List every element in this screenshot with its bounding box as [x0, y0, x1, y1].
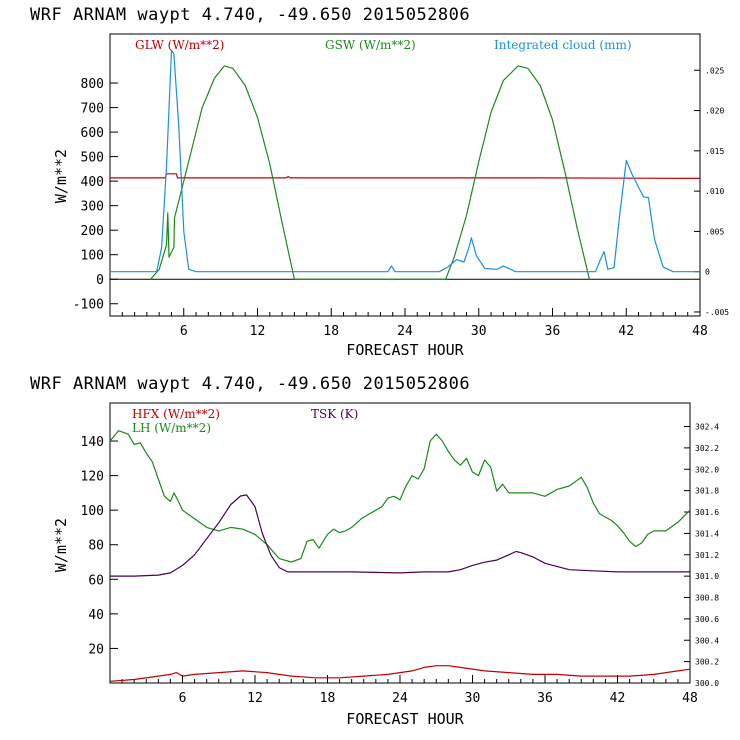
top-y-tick-label: 300 — [81, 200, 104, 215]
legend-integrated-cloud: Integrated cloud (mm) — [494, 38, 632, 52]
top-right-tick-label: .005 — [705, 227, 724, 236]
bottom-x-tick-label: 18 — [320, 691, 336, 706]
top-x-tick-label: 30 — [471, 324, 487, 339]
top-x-tick-label: 24 — [397, 324, 413, 339]
bottom-series-group — [109, 430, 691, 682]
top-y-tick-label: 400 — [81, 175, 104, 190]
top-right-tick-label: .015 — [705, 147, 724, 156]
bottom-right-tick-label: 301.6 — [695, 508, 719, 517]
top-chart-title: WRF ARNAM waypt 4.740, -49.650 201505280… — [30, 5, 470, 25]
bottom-x-tick-label: 24 — [392, 691, 408, 706]
bottom-right-tick-label: 301.0 — [695, 572, 719, 581]
bottom-right-tick-label: 300.2 — [695, 658, 719, 667]
bottom-right-tick-label: 302.0 — [695, 465, 719, 474]
bottom-y-axis-label: W/m**2 — [52, 518, 70, 572]
top-x-tick-label: 12 — [250, 324, 266, 339]
bottom-x-tick-label: 48 — [682, 691, 698, 706]
bottom-x-axis-label: FORECAST HOUR — [346, 710, 464, 728]
bottom-right-tick-label: 302.2 — [695, 444, 719, 453]
top-right-tick-label: .010 — [705, 187, 724, 196]
top-y-tick-label: 600 — [81, 126, 104, 141]
bottom-series-hfx-line — [109, 665, 691, 682]
top-right-tick-label: .025 — [705, 66, 724, 75]
bottom-x-tick-label: 30 — [465, 691, 481, 706]
legend-tsk: TSK (K) — [311, 407, 358, 421]
legend-glw: GLW (W/m**2) — [135, 38, 224, 52]
bottom-y-tick-label: 100 — [81, 504, 104, 519]
top-x-axis: 6 12 18 24 30 36 42 48 — [121, 308, 708, 339]
bottom-y-tick-label: 20 — [88, 642, 104, 657]
top-x-tick-label: 6 — [180, 324, 188, 339]
top-series-gsw-line — [150, 65, 590, 280]
bottom-right-tick-label: 301.4 — [695, 529, 719, 538]
bottom-chart-title: WRF ARNAM waypt 4.740, -49.650 201505280… — [30, 374, 470, 394]
top-series-integrated-line — [110, 49, 700, 273]
top-x-tick-label: 48 — [692, 324, 708, 339]
top-chart: WRF ARNAM waypt 4.740, -49.650 201505280… — [30, 5, 729, 359]
top-y-tick-label: -100 — [73, 298, 104, 313]
bottom-right-tick-label: 300.8 — [695, 594, 719, 603]
top-x-tick-label: 18 — [323, 324, 339, 339]
bottom-right-axis: 302.4 302.2 302.0 301.8 301.6 301.4 301.2 301.0… — [684, 423, 719, 688]
top-y-tick-label: 100 — [81, 249, 104, 264]
bottom-right-tick-label: 300.6 — [695, 615, 719, 624]
top-right-tick-label: .020 — [705, 107, 724, 116]
legend-lh: LH (W/m**2) — [132, 421, 211, 435]
top-y-tick-label: 200 — [81, 224, 104, 239]
bottom-right-tick-label: 302.4 — [695, 423, 719, 432]
bottom-x-axis: 6 12 18 24 30 36 42 48 — [121, 675, 698, 706]
bottom-plot-frame — [109, 402, 691, 684]
top-y-tick-label: 700 — [81, 102, 104, 117]
top-y-tick-label: 800 — [81, 77, 104, 92]
bottom-y-tick-label: 60 — [88, 573, 104, 588]
bottom-right-tick-label: 300.0 — [695, 679, 719, 688]
top-y-axis: 800 700 600 500 400 300 200 100 0 -100 — [73, 77, 118, 313]
bottom-chart: WRF ARNAM waypt 4.740, -49.650 201505280… — [30, 374, 719, 728]
bottom-x-tick-label: 42 — [610, 691, 626, 706]
bottom-y-axis: 140 120 100 80 60 40 20 — [81, 435, 118, 657]
bottom-x-tick-label: 36 — [537, 691, 553, 706]
top-x-tick-label: 36 — [545, 324, 561, 339]
top-right-axis: .025 .020 .015 .010 .005 0 -.005 — [694, 66, 729, 317]
bottom-x-tick-label: 6 — [179, 691, 187, 706]
top-series-group — [110, 49, 701, 280]
bottom-series-lh-line — [109, 430, 691, 563]
top-plot-frame — [109, 33, 701, 317]
bottom-right-tick-label: 301.2 — [695, 551, 719, 560]
top-series-glw-line — [110, 173, 701, 179]
bottom-right-tick-label: 301.8 — [695, 487, 719, 496]
top-x-axis-label: FORECAST HOUR — [346, 341, 464, 359]
bottom-x-tick-label: 12 — [247, 691, 263, 706]
bottom-right-tick-label: 300.4 — [695, 636, 719, 645]
bottom-y-tick-label: 80 — [88, 539, 104, 554]
bottom-series-tsk-line — [110, 494, 690, 577]
top-right-tick-label: 0 — [705, 268, 710, 277]
bottom-y-tick-label: 40 — [88, 608, 104, 623]
legend-gsw: GSW (W/m**2) — [325, 38, 416, 52]
top-x-tick-label: 42 — [618, 324, 634, 339]
bottom-y-tick-label: 140 — [81, 435, 104, 450]
top-y-tick-label: 500 — [81, 151, 104, 166]
bottom-y-tick-label: 120 — [81, 470, 104, 485]
top-y-tick-label: 0 — [96, 273, 104, 288]
top-y-axis-label: W/m**2 — [52, 149, 70, 203]
legend-hfx: HFX (W/m**2) — [132, 407, 220, 421]
top-right-tick-label: -.005 — [705, 308, 729, 317]
